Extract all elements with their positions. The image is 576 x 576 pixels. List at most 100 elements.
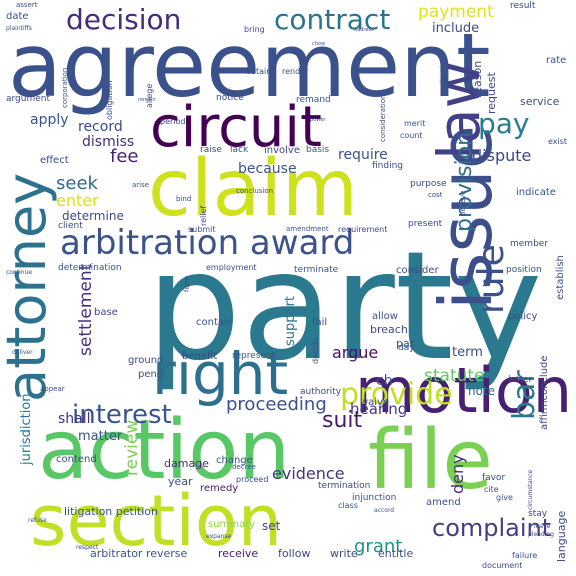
word-consider: consider <box>396 265 439 276</box>
word-jurisdiction: jurisdiction <box>19 393 34 466</box>
word-right: right <box>152 340 289 408</box>
word-grant: grant <box>354 536 403 557</box>
word-relief: relief <box>199 205 208 226</box>
word-because: because <box>238 161 297 177</box>
word-ground: ground <box>128 355 164 366</box>
word-determine: determine <box>62 209 124 223</box>
word-effect: effect <box>40 155 69 166</box>
word-power: power <box>310 117 326 123</box>
word-par: par <box>396 337 415 350</box>
word-fee: fee <box>110 146 139 167</box>
word-settlement: settlement <box>76 263 96 356</box>
word-deliver: deliver <box>12 349 33 356</box>
word-remain: remain <box>138 97 156 103</box>
word-requirement: requirement <box>338 225 388 234</box>
word-contain: contain <box>196 317 234 328</box>
word-summary: summary <box>208 519 256 530</box>
word-letter: letter <box>508 375 533 385</box>
word-enter: enter <box>56 191 99 210</box>
word-suit: suit <box>322 408 363 433</box>
word-attorney: attorney <box>0 172 58 402</box>
word-shall: shall <box>58 411 91 427</box>
word-rate: rate <box>546 55 567 66</box>
word-change: change <box>216 455 253 466</box>
word-allow: allow <box>372 311 398 322</box>
word-receive: receive <box>218 547 259 560</box>
word-follow: follow <box>278 547 311 560</box>
word-employment: employment <box>206 263 257 272</box>
word-day: day <box>398 343 415 353</box>
word-statute: statute <box>424 366 485 386</box>
word-finding: finding <box>372 161 404 171</box>
word-application: application <box>439 57 447 96</box>
word-arise: arise <box>132 181 150 189</box>
word-exist: exist <box>548 137 568 146</box>
word-decide: decide <box>311 337 320 364</box>
word-circumstance: circumstance <box>527 469 534 510</box>
word-arbitrator-reverse: arbitrator reverse <box>90 547 188 560</box>
word-assert: assert <box>16 1 38 9</box>
word-service: service <box>520 95 560 108</box>
word-injunction: injunction <box>352 493 397 503</box>
word-involve: involve <box>264 145 301 156</box>
word-termination: termination <box>318 481 371 491</box>
word-argument: argument <box>6 94 51 104</box>
word-write: write <box>330 547 358 560</box>
word-breach: breach <box>370 323 408 336</box>
word-set: set <box>262 519 281 533</box>
word-matter: matter <box>78 429 123 444</box>
word-claim: claim <box>148 144 359 234</box>
word-member: member <box>510 239 549 249</box>
word-purpose: purpose <box>410 179 447 189</box>
word-authority: authority <box>300 387 342 397</box>
word-client: client <box>58 221 83 231</box>
word-refuse: refuse <box>28 517 47 524</box>
word-form: form <box>183 275 191 292</box>
word-damage: damage <box>164 457 209 470</box>
word-decision: decision <box>66 3 182 36</box>
word-agreement: agreement <box>8 14 491 117</box>
word-obligation: obligation <box>105 80 114 120</box>
word-submit: submit <box>188 225 216 234</box>
word-continue: continue <box>6 269 33 276</box>
word-cost: cost <box>428 191 443 199</box>
word-render: render <box>282 67 309 76</box>
word-bring: bring <box>244 25 265 34</box>
word-appear: appear <box>40 385 65 393</box>
word-arbitration-award: arbitration award <box>60 223 355 263</box>
word-address: address <box>354 27 374 33</box>
word-present: present <box>408 219 443 229</box>
word-reason: reason <box>471 60 484 98</box>
word-leave: leave <box>534 523 551 530</box>
word-pay: pay <box>478 107 530 140</box>
word-entitle: entitle <box>378 547 414 560</box>
word-establish: establish <box>555 255 566 300</box>
word-result: result <box>510 1 536 11</box>
word-hearing: hearing <box>350 400 408 418</box>
word-terminate: terminate <box>294 265 339 275</box>
word-consideration: consideration <box>379 94 387 143</box>
word-expanse: expanse <box>206 533 232 540</box>
word-allege: allege <box>145 83 154 108</box>
word-review: review <box>122 419 142 476</box>
word-support: support <box>283 296 298 346</box>
word-base: base <box>94 307 118 318</box>
word-deny: deny <box>448 454 467 494</box>
word-accord: accord <box>374 507 395 514</box>
word-proceeding: proceeding <box>226 394 327 415</box>
word-policy: policy <box>508 311 538 322</box>
word-contend: contend <box>56 454 97 465</box>
word-notice: notice <box>216 93 244 103</box>
word-class: class <box>338 501 358 510</box>
word-payment: payment <box>418 2 494 22</box>
word-plaintiffs: plaintiffs <box>6 25 32 32</box>
word-affirmconclude: affirmconclude <box>539 355 550 430</box>
word-count: count <box>400 131 423 140</box>
word-complaint: complaint <box>432 514 552 542</box>
word-pleading: pleading <box>528 531 554 538</box>
word-note: note <box>468 384 496 398</box>
word-amend: amend <box>426 497 461 508</box>
word-section: section <box>30 480 283 562</box>
word-language: language <box>555 510 568 562</box>
